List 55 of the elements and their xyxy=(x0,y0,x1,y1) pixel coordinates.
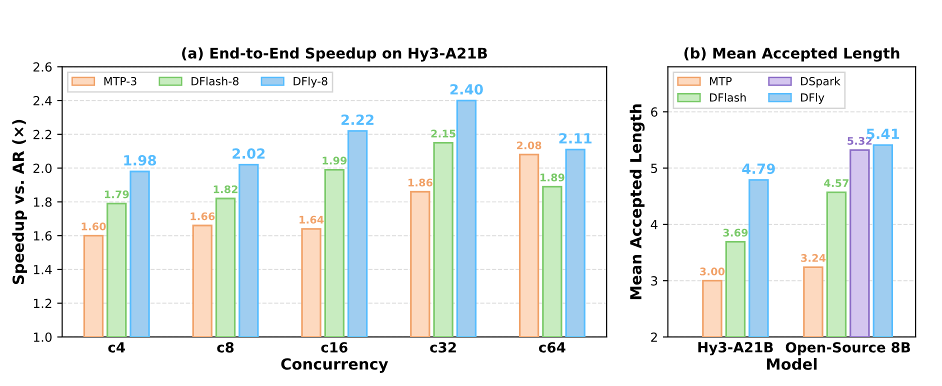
data-label: 5.41 xyxy=(866,128,900,140)
data-label: 1.64 xyxy=(300,216,324,224)
data-label: 2.22 xyxy=(342,114,374,125)
data-label: 1.86 xyxy=(408,178,432,186)
x-tick-label: c4 xyxy=(108,342,125,353)
data-label: 3.24 xyxy=(801,254,826,262)
x-tick-label: c64 xyxy=(539,342,566,353)
x-tick-label: c8 xyxy=(217,342,234,353)
legend-label: DFlash xyxy=(710,93,746,102)
y-tick-label: 2.2 xyxy=(33,130,52,140)
x-tick-label: c16 xyxy=(321,342,348,353)
y-axis-title: Mean Accepted Length xyxy=(630,104,645,300)
chart-title: (a) End-to-End Speedup on Hy3-A21B xyxy=(182,47,487,62)
data-label: 1.99 xyxy=(322,156,347,165)
y-tick-label: 2.0 xyxy=(33,164,52,174)
data-label: 1.89 xyxy=(540,174,564,182)
data-label: 3.00 xyxy=(700,268,725,276)
y-tick-label: 1.8 xyxy=(34,197,52,207)
y-axis-title: Speedup vs. AR (×) xyxy=(12,120,28,284)
data-label: 2.15 xyxy=(431,130,456,138)
chart-title: (b) Mean Accepted Length xyxy=(684,47,900,62)
x-axis-title: Model xyxy=(767,358,817,370)
x-tick-label: Hy3-A21B xyxy=(698,342,773,356)
data-label: 1.82 xyxy=(214,185,238,194)
y-tick-label: 2.6 xyxy=(33,62,52,72)
data-label: 4.79 xyxy=(742,164,775,174)
data-label: 2.08 xyxy=(517,141,542,150)
data-label: 1.60 xyxy=(82,222,106,230)
legend-label: MTP-3 xyxy=(104,76,136,86)
y-tick-label: 5 xyxy=(651,164,658,174)
legend-label: DSpark xyxy=(801,76,840,88)
data-label: 3.69 xyxy=(723,228,748,237)
legend-label: DFly-8 xyxy=(294,76,328,88)
y-tick-label: 1.0 xyxy=(34,332,52,342)
y-tick-label: 1.6 xyxy=(34,231,52,241)
legend-label: DFly xyxy=(801,93,824,104)
data-label: 2.40 xyxy=(450,84,483,95)
y-tick-label: 1.2 xyxy=(34,298,52,308)
y-tick-label: 2 xyxy=(651,332,657,342)
legend-label: DFlash-8 xyxy=(192,76,239,86)
y-tick-label: 1.4 xyxy=(34,265,52,274)
y-tick-label: 2.4 xyxy=(33,96,52,106)
y-tick-label: 4 xyxy=(650,220,658,230)
data-label: 1.66 xyxy=(190,212,215,220)
data-label: 2.02 xyxy=(232,148,265,159)
data-label: 4.57 xyxy=(824,179,848,188)
x-axis-title: Concurrency xyxy=(281,358,388,373)
data-label: 2.11 xyxy=(559,133,592,144)
data-label: 1.79 xyxy=(104,190,129,198)
x-tick-label: Open-Source 8B xyxy=(786,342,910,356)
y-tick-label: 6 xyxy=(651,107,658,117)
x-tick-label: c32 xyxy=(430,342,456,353)
legend-label: MTP xyxy=(710,77,732,86)
y-tick-label: 3 xyxy=(651,276,658,286)
data-label: 1.98 xyxy=(124,155,156,166)
